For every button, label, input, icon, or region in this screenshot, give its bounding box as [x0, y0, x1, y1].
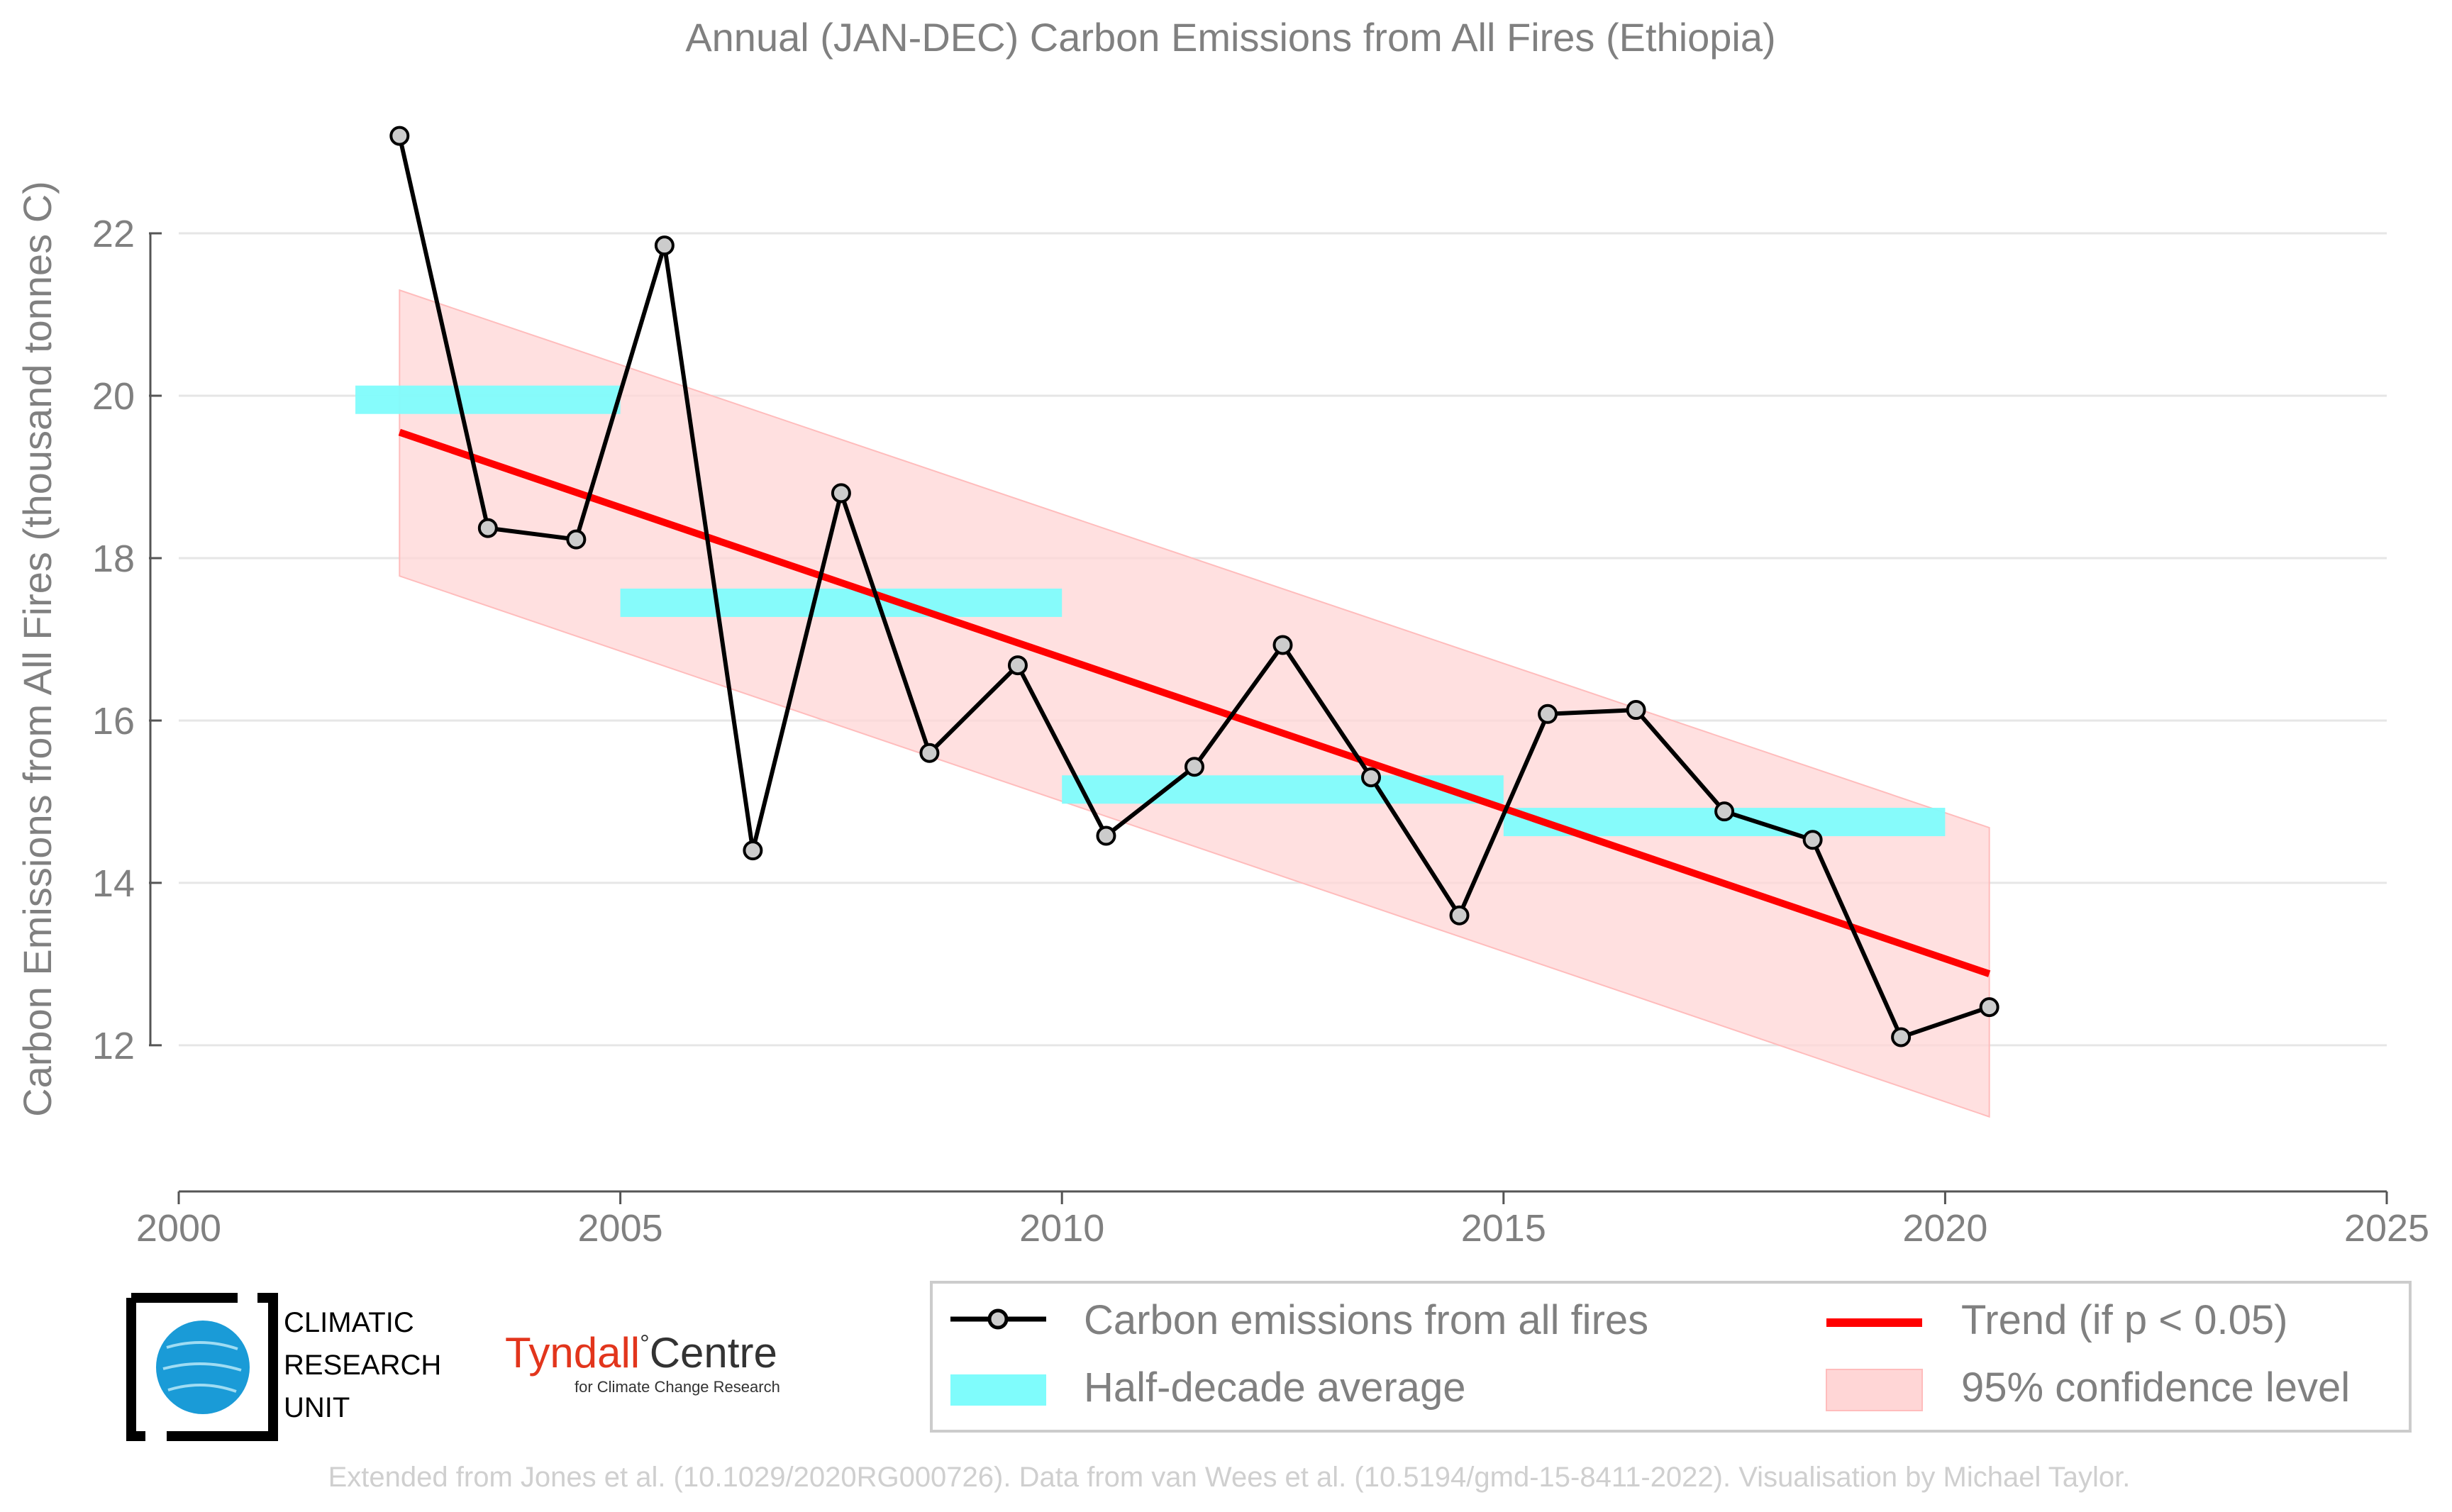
y-axis-label: Carbon Emissions from All Fires (thousan… — [15, 181, 60, 1117]
data-point-2019 — [1891, 1027, 1912, 1047]
data-point-2011 — [1184, 757, 1204, 777]
data-point-2013 — [1361, 767, 1382, 788]
data-point-2016 — [1626, 700, 1646, 721]
tyndall-word: Tyndall — [505, 1329, 640, 1377]
legend-label-ci: 95% confidence level — [1961, 1364, 2350, 1411]
half-decade-bar-0 — [355, 385, 621, 414]
tyndall-logo: Tyndall°Centre for Climate Change Resear… — [505, 1329, 780, 1396]
tyndall-degree: ° — [640, 1330, 650, 1357]
cru-logo: CLIMATIC RESEARCH UNIT — [126, 1293, 441, 1441]
data-point-2020 — [1979, 997, 1999, 1018]
cru-line-2: RESEARCH — [284, 1350, 441, 1381]
x-tick-labels: 2000 2005 2010 2015 2020 2025 — [136, 1207, 2429, 1250]
data-point-2004 — [566, 529, 587, 550]
credit-text: Extended from Jones et al. (10.1029/2020… — [328, 1462, 2131, 1493]
data-point-2007 — [831, 483, 851, 504]
x-tick-label-2000: 2000 — [136, 1207, 221, 1250]
tyndall-centre: Centre — [650, 1329, 777, 1377]
emissions-series — [389, 126, 1999, 1047]
trend-line-group — [398, 428, 1991, 977]
data-point-2010 — [1096, 826, 1116, 846]
tyndall-subtitle: for Climate Change Research — [575, 1378, 780, 1396]
legend: Carbon emissions from all fires Half-dec… — [930, 1281, 2412, 1433]
legend-label-trend: Trend (if p < 0.05) — [1961, 1297, 2287, 1343]
legend-label-half-decade: Half-decade average — [1084, 1364, 1465, 1411]
data-point-2002 — [389, 126, 410, 146]
trend-line — [398, 428, 1991, 977]
data-point-2018 — [1802, 830, 1823, 850]
data-point-2014 — [1449, 905, 1470, 925]
data-point-2008 — [919, 743, 940, 763]
cru-line-1: CLIMATIC — [284, 1307, 414, 1338]
cru-line-3: UNIT — [284, 1392, 350, 1423]
legend-label-series: Carbon emissions from all fires — [1084, 1297, 1648, 1343]
y-tick-label-20: 20 — [92, 375, 135, 418]
svg-text:Tyndall°Centre: Tyndall°Centre — [505, 1329, 777, 1377]
y-tick-labels: 12 14 16 18 20 22 — [92, 213, 135, 1067]
legend-marker-series — [987, 1308, 1009, 1330]
x-tick-label-2005: 2005 — [578, 1207, 663, 1250]
y-tick-label-14: 14 — [92, 862, 135, 905]
data-point-2006 — [743, 840, 763, 861]
y-tick-label-18: 18 — [92, 538, 135, 580]
x-tick-label-2025: 2025 — [2344, 1207, 2429, 1250]
y-tick-label-12: 12 — [92, 1025, 135, 1067]
data-point-2015 — [1538, 704, 1558, 724]
x-tick-label-2020: 2020 — [1902, 1207, 1987, 1250]
data-point-2009 — [1007, 655, 1028, 676]
y-tick-label-22: 22 — [92, 213, 135, 255]
data-point-2003 — [477, 518, 498, 538]
legend-swatch-half-decade — [950, 1374, 1046, 1406]
half-decade-bar-1 — [620, 588, 1063, 617]
y-tick-label-16: 16 — [92, 700, 135, 743]
chart-title: Annual (JAN-DEC) Carbon Emissions from A… — [685, 15, 1775, 60]
data-point-2012 — [1272, 635, 1293, 655]
data-point-2005 — [654, 235, 675, 256]
x-tick-label-2015: 2015 — [1461, 1207, 1546, 1250]
x-tick-label-2010: 2010 — [1019, 1207, 1104, 1250]
data-point-2017 — [1714, 801, 1735, 822]
legend-swatch-ci — [1826, 1369, 1923, 1411]
axes — [149, 232, 2388, 1204]
